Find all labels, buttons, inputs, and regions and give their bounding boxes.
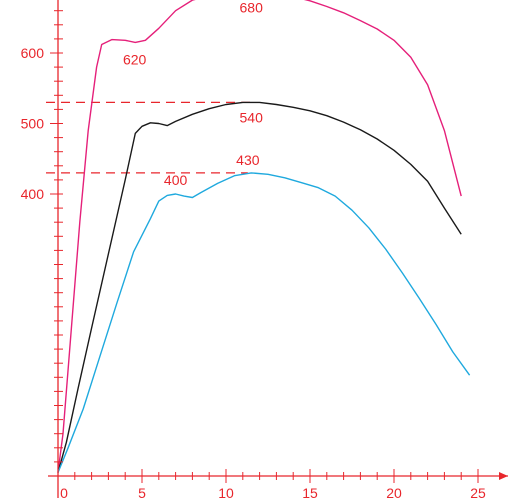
peak-label: 540 [240, 109, 264, 125]
x-tick-label: 20 [386, 485, 402, 501]
x-tick-label: 15 [302, 485, 318, 501]
series-group [57, 0, 471, 473]
x-tick-label: 10 [218, 485, 234, 501]
x-tick-label: 0 [60, 485, 68, 501]
x-axis-arrow [499, 472, 508, 480]
guide-lines [46, 101, 252, 174]
axes-group: 4005006007000510152025 [21, 0, 508, 501]
dip-label: 400 [164, 172, 188, 188]
series-line-1 [57, 0, 462, 473]
peak-label: 680 [240, 0, 264, 15]
data-labels: 680 620 540 430 400 [123, 0, 263, 188]
x-tick-label: 5 [138, 485, 146, 501]
series-line-3 [57, 172, 471, 473]
dip-label: 620 [123, 51, 147, 67]
y-tick-label: 600 [21, 45, 45, 61]
peak-label: 430 [236, 152, 260, 168]
x-tick-label: 25 [470, 485, 486, 501]
y-tick-label: 500 [21, 116, 45, 132]
series-line-2 [57, 101, 462, 473]
y-tick-label: 400 [21, 186, 45, 202]
